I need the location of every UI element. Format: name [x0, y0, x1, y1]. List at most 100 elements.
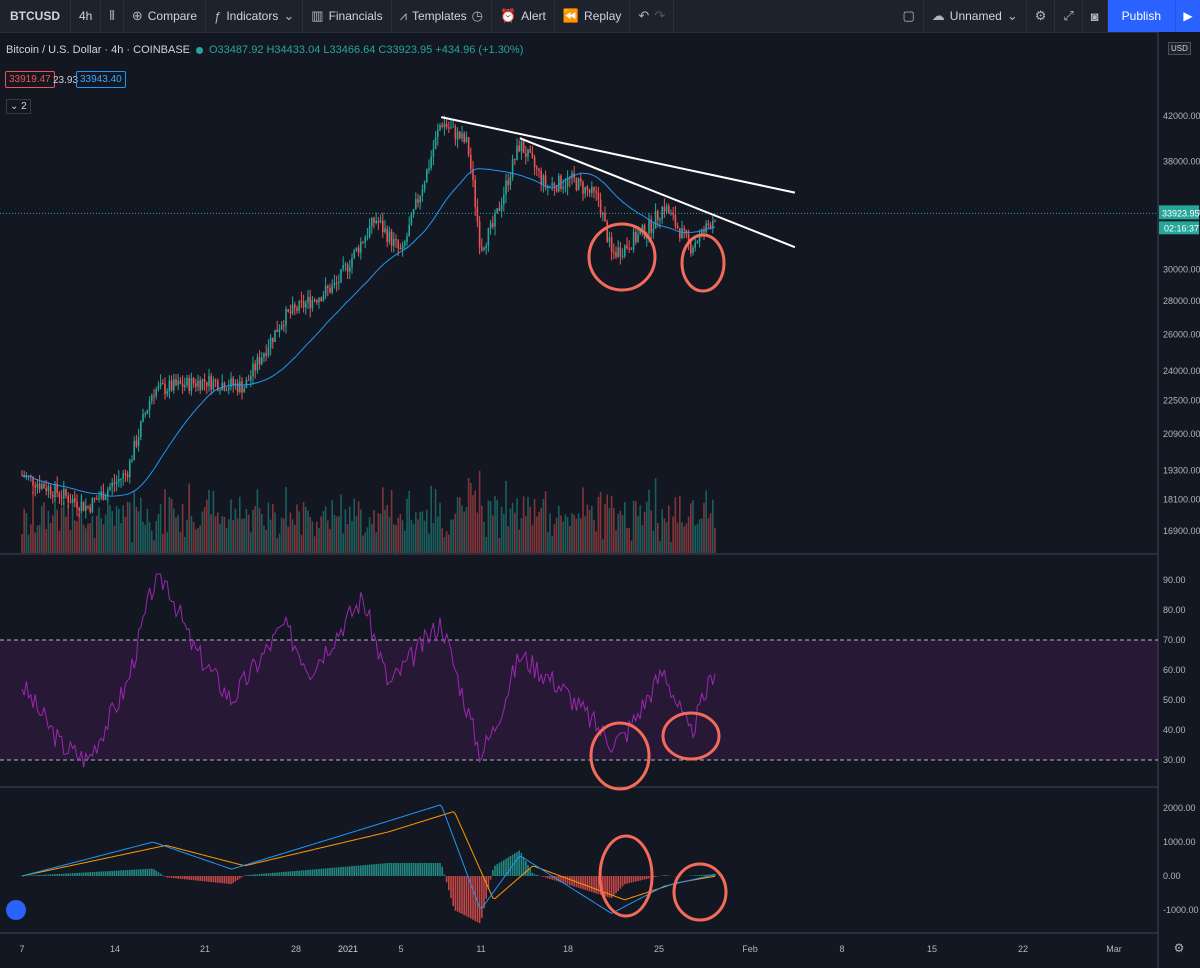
volume-bar: [63, 501, 65, 553]
macd-histogram-bar: [258, 873, 261, 876]
macd-histogram-bar: [390, 862, 393, 876]
fullscreen-button[interactable]: ⤢: [1055, 0, 1083, 32]
financials-button[interactable]: ▥ Financials: [303, 0, 392, 32]
replay-button[interactable]: ⏪ Replay: [555, 0, 631, 32]
volume-bar: [553, 524, 556, 553]
candle-body: [461, 133, 463, 139]
candle-body: [498, 208, 501, 211]
candle-body: [335, 282, 338, 284]
volume-bar: [558, 505, 560, 553]
macd-histogram-bar: [210, 876, 212, 883]
volume-bar: [318, 528, 320, 553]
macd-histogram-bar: [448, 876, 450, 891]
macd-histogram-bar: [43, 874, 45, 876]
macd-histogram-bar: [362, 865, 364, 876]
candle-body: [265, 353, 267, 356]
macd-histogram-bar: [368, 864, 371, 876]
volume-bar: [30, 524, 32, 553]
sell-price-button[interactable]: 33919.47: [5, 71, 55, 88]
macd-histogram-bar: [225, 876, 228, 884]
volume-bar: [36, 525, 39, 553]
macd-histogram-bar: [87, 872, 89, 876]
chart-canvas[interactable]: 42000.0038000.0034000.0030000.0028000.00…: [0, 32, 1200, 968]
candle-body: [551, 183, 553, 186]
macd-histogram-bar: [426, 862, 428, 876]
play-button[interactable]: ▶: [1175, 0, 1200, 32]
macd-histogram-bar: [107, 871, 109, 876]
undo-button[interactable]: ↶ ↷: [630, 0, 675, 32]
volume-bar: [349, 506, 351, 553]
macd-histogram-bar: [364, 865, 366, 876]
volume-bar: [659, 541, 661, 553]
candle-body: [406, 236, 408, 243]
macd-histogram-bar: [250, 874, 252, 876]
volume-bar: [91, 515, 94, 553]
candle-body: [417, 199, 419, 203]
candle-body: [485, 245, 487, 249]
volume-bar: [571, 513, 573, 553]
symbol-button[interactable]: BTCUSD: [0, 0, 71, 32]
macd-histogram-bar: [322, 868, 325, 876]
volume-bar: [703, 502, 705, 553]
settings-button[interactable]: ⚙: [1027, 0, 1056, 32]
volume-bar: [258, 508, 261, 553]
macd-histogram-bar: [45, 874, 47, 876]
volume-bar: [85, 528, 87, 553]
macd-histogram-bar: [80, 872, 83, 876]
candle-body: [252, 363, 254, 377]
volume-bar: [426, 509, 428, 553]
currency-label[interactable]: USD: [1168, 42, 1191, 55]
volume-bar: [74, 520, 76, 553]
macd-histogram-bar: [485, 876, 487, 899]
candle-body: [151, 395, 153, 402]
layout-button[interactable]: ☁ Unnamed ⌄: [924, 0, 1027, 32]
macd-histogram-bar: [78, 872, 80, 876]
macd-histogram-bar: [465, 876, 468, 917]
volume-bar: [164, 489, 166, 553]
macd-histogram-bar: [188, 876, 190, 880]
tradingview-logo-icon[interactable]: [6, 900, 26, 920]
compare-button[interactable]: ⊕ Compare: [124, 0, 207, 32]
volume-bar: [522, 496, 525, 553]
volume-bar: [225, 528, 228, 553]
fullscreen-square-button[interactable]: ▢: [894, 0, 924, 32]
macd-histogram-bar: [201, 876, 204, 882]
chart-type-button[interactable]: ⫴: [101, 0, 124, 32]
macd-histogram-bar: [604, 876, 606, 897]
volume-bar: [287, 526, 289, 553]
volume-bar: [241, 518, 243, 553]
macd-histogram-bar: [562, 876, 564, 884]
volume-bar: [208, 489, 210, 553]
volume-bar: [562, 521, 564, 553]
candle-body: [164, 383, 166, 395]
templates-button[interactable]: ⩘ Templates ◷: [392, 0, 492, 32]
candle-body: [355, 247, 358, 251]
indicators-button[interactable]: ƒ Indicators ⌄: [206, 0, 304, 32]
macd-histogram-bar: [223, 876, 226, 884]
publish-button[interactable]: Publish: [1107, 0, 1175, 32]
candle-body: [514, 158, 516, 160]
price-axis-label: 28000.00: [1163, 296, 1200, 306]
volume-bar: [549, 513, 551, 553]
volume-bar: [518, 529, 520, 553]
snapshot-button[interactable]: ◙: [1083, 0, 1108, 32]
macd-histogram-bar: [617, 876, 619, 891]
macd-histogram-bar: [564, 876, 567, 884]
volume-bar: [492, 515, 494, 553]
macd-histogram-bar: [133, 869, 135, 876]
buy-price-button[interactable]: 33943.40: [76, 71, 126, 88]
volume-bar: [604, 504, 606, 553]
trendline: [519, 137, 796, 249]
price-axis-label: 38000.00: [1163, 157, 1200, 167]
candle-body: [159, 382, 162, 386]
alert-button[interactable]: ⏰ Alert: [492, 0, 555, 32]
macd-histogram-bar: [586, 876, 589, 891]
candle-body: [91, 498, 94, 512]
redo-icon[interactable]: ↷: [654, 8, 666, 23]
macd-histogram-bar: [131, 869, 133, 876]
interval-button[interactable]: 4h: [71, 0, 102, 32]
macd-histogram-bar: [637, 876, 639, 882]
macd-histogram-bar: [170, 876, 173, 878]
collapse-indicators-button[interactable]: ⌄ 2: [6, 99, 31, 114]
candle-body: [109, 486, 111, 491]
